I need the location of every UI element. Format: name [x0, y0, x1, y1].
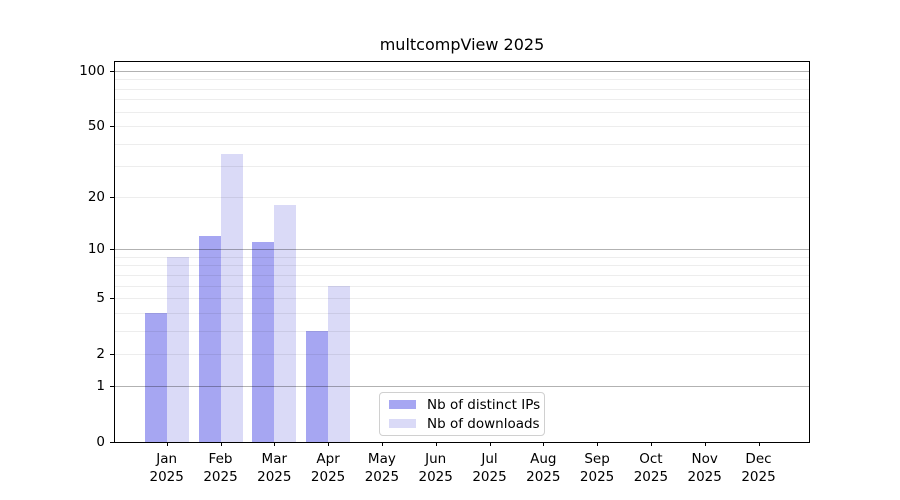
- legend-label-downloads: Nb of downloads: [427, 415, 540, 432]
- x-tick-oct: [650, 442, 652, 446]
- y-tick-2: [110, 353, 114, 355]
- x-tick-label-dec: Dec 2025: [741, 451, 776, 486]
- legend-item-downloads: Nb of downloads: [389, 416, 540, 432]
- x-tick-jan: [166, 442, 168, 446]
- x-tick-label-apr: Apr 2025: [310, 451, 346, 486]
- y-tick-label-2: 2: [96, 345, 105, 362]
- x-tick-label-sep: Sep 2025: [579, 451, 615, 486]
- x-tick-jul: [489, 442, 491, 446]
- x-tick-label-nov: Nov 2025: [687, 451, 722, 486]
- bar-downloads-feb: [220, 153, 243, 442]
- bar-downloads-mar: [274, 205, 297, 442]
- bar-distinct-ips-feb: [198, 235, 221, 442]
- x-tick-label-oct: Oct 2025: [633, 451, 669, 486]
- y-tick-50: [110, 125, 114, 127]
- x-tick-label-jun: Jun 2025: [418, 451, 453, 486]
- y-tick-label-100: 100: [79, 63, 105, 79]
- plot-area: 0 1 2 5 10 20 50 100 Jan 2025 Feb 2025 Mar 2025 Apr 202…: [79, 61, 810, 485]
- y-tick-10: [110, 249, 114, 251]
- y-tick-label-0: 0: [96, 434, 105, 450]
- x-tick-label-feb: Feb 2025: [203, 451, 238, 486]
- x-tick-label-jul: Jul 2025: [472, 451, 507, 486]
- x-tick-mar: [274, 442, 276, 446]
- legend-swatch-downloads: [389, 419, 416, 428]
- bars-layer: [115, 62, 809, 442]
- x-tick-aug: [543, 442, 545, 446]
- x-tick-feb: [220, 442, 222, 446]
- y-tick-0: [110, 442, 114, 443]
- legend-swatch-distinct-ips: [389, 400, 416, 409]
- x-tick-apr: [328, 442, 330, 446]
- bar-distinct-ips-mar: [252, 242, 275, 442]
- x-tick-nov: [704, 442, 706, 446]
- x-tick-jun: [435, 442, 437, 446]
- legend-item-distinct-ips: Nb of distinct IPs: [389, 397, 540, 413]
- y-tick-100: [110, 71, 114, 72]
- legend-label-distinct-ips: Nb of distinct IPs: [427, 396, 541, 413]
- x-tick-label-aug: Aug 2025: [526, 451, 561, 486]
- bar-downloads-apr: [328, 285, 351, 442]
- y-tick-label-10: 10: [87, 241, 105, 258]
- x-tick-dec: [758, 442, 760, 446]
- axis-ticks-layer: 0 1 2 5 10 20 50 100 Jan 2025 Feb 2025 Mar 2025 Apr 202…: [79, 62, 809, 485]
- y-tick-5: [110, 298, 114, 299]
- y-tick-20: [110, 197, 114, 199]
- x-tick-sep: [597, 442, 599, 446]
- legend: Nb of distinct IPs Nb of downloads: [379, 392, 545, 436]
- y-tick-label-1: 1: [96, 378, 105, 395]
- y-tick-1: [110, 386, 114, 388]
- bar-distinct-ips-jan: [144, 312, 167, 442]
- y-tick-label-5: 5: [96, 290, 105, 306]
- x-tick-may: [381, 442, 383, 446]
- x-tick-label-jan: Jan 2025: [149, 451, 184, 486]
- x-tick-label-mar: Mar 2025: [257, 451, 292, 486]
- y-tick-label-20: 20: [87, 189, 105, 206]
- bar-downloads-jan: [166, 256, 189, 442]
- bar-distinct-ips-apr: [306, 330, 329, 442]
- x-tick-label-may: May 2025: [364, 451, 400, 486]
- y-tick-label-50: 50: [87, 117, 105, 134]
- chart-title: multcompView 2025: [379, 35, 545, 54]
